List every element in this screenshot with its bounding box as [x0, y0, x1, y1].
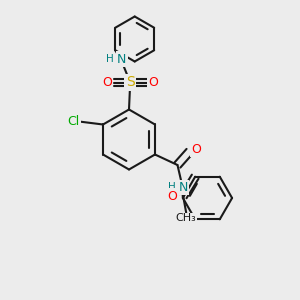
- Text: H: H: [168, 182, 176, 192]
- Text: CH₃: CH₃: [176, 213, 196, 223]
- Text: O: O: [148, 76, 158, 89]
- Text: N: N: [117, 52, 127, 66]
- Text: N: N: [179, 181, 188, 194]
- Text: O: O: [102, 76, 112, 89]
- Text: O: O: [168, 190, 178, 203]
- Text: Cl: Cl: [68, 115, 80, 128]
- Text: H: H: [106, 53, 114, 64]
- Text: S: S: [126, 76, 135, 89]
- Text: O: O: [191, 142, 201, 156]
